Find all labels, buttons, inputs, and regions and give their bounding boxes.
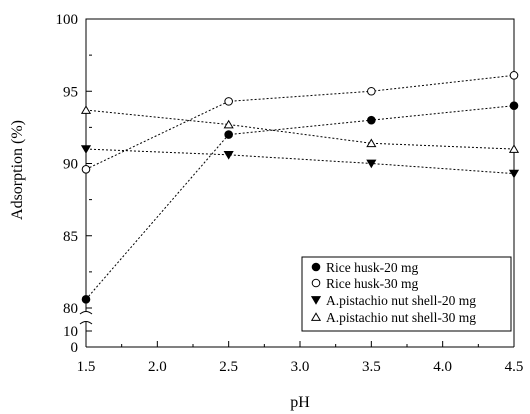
legend-marker-pistachio-20	[310, 296, 322, 305]
y-tick-label: 95	[63, 84, 78, 100]
x-tick-label: 1.5	[77, 359, 96, 375]
x-tick-label: 4.5	[505, 359, 524, 375]
series-4-point	[508, 144, 520, 153]
x-tick-label: 2.5	[219, 359, 238, 375]
series-1	[81, 101, 519, 304]
series-2-line	[85, 74, 515, 170]
legend-marker-shape	[310, 296, 322, 305]
series-3-point	[366, 159, 377, 169]
series-3-line	[85, 148, 515, 175]
legend-marker-rice-husk-20	[311, 262, 321, 272]
series-2-point	[224, 97, 233, 106]
series-1-point	[224, 130, 233, 139]
x-axis-label: pH	[290, 394, 310, 411]
axis-break-mark	[79, 321, 93, 325]
legend-marker-shape	[310, 312, 322, 321]
series-2-point	[367, 86, 376, 96]
series-3	[80, 145, 520, 179]
series-4	[80, 105, 520, 153]
series-1-line	[85, 105, 515, 300]
series-4-point	[223, 119, 234, 129]
x-tick-label: 4.0	[433, 359, 452, 375]
legend-label-pistachio-30: A.pistachio nut shell-30 mg	[326, 310, 476, 325]
y-tick-label: 85	[63, 229, 78, 245]
series-4-point	[80, 105, 92, 114]
series-4-point	[366, 138, 377, 148]
legend-marker-rice-husk-30	[311, 278, 321, 288]
y-tick-label: 0	[71, 340, 79, 356]
x-tick-label: 3.5	[362, 359, 381, 375]
series-4-line	[85, 109, 515, 150]
x-tick-label: 2.0	[148, 359, 167, 375]
series-3-point	[508, 169, 520, 179]
y-tick-label: 80	[63, 301, 78, 317]
legend-entry-rice-husk-20: Rice husk-20 mg	[311, 260, 418, 275]
series-3-point	[80, 145, 92, 154]
legend-label-rice-husk-30: Rice husk-30 mg	[326, 276, 418, 291]
legend-label-rice-husk-20: Rice husk-20 mg	[326, 260, 418, 275]
series-2	[81, 71, 519, 174]
x-tick-label: 3.0	[291, 359, 310, 375]
y-tick-label: 90	[63, 157, 78, 173]
legend-label-pistachio-20: A.pistachio nut shell-20 mg	[326, 293, 476, 308]
legend-box	[301, 256, 512, 332]
series-1-point	[81, 295, 91, 304]
axis-break-mark	[79, 311, 93, 315]
series-1-point	[367, 115, 376, 125]
legend-marker-shape	[311, 262, 321, 272]
legend-entry-pistachio-20: A.pistachio nut shell-20 mg	[310, 293, 476, 308]
y-tick-label: 100	[56, 12, 79, 28]
legend: Rice husk-20 mg Rice husk-30 mg A.pistac…	[301, 256, 512, 332]
legend-marker-shape	[311, 278, 321, 288]
y-axis-label: Adsorption (%)	[9, 120, 26, 220]
y-tick-label: 10	[63, 324, 78, 340]
series-3-point	[223, 150, 234, 160]
data-series	[80, 71, 520, 304]
series-1-point	[509, 101, 519, 110]
tick-marks: 80 85 90 95 100 010 1.5 2.0 2.5 3.0 3.5 4.0 4.5	[56, 12, 524, 375]
series-2-point	[81, 164, 91, 174]
legend-entry-rice-husk-30: Rice husk-30 mg	[311, 276, 418, 291]
series-2-point	[509, 71, 519, 80]
legend-marker-pistachio-30	[310, 312, 322, 321]
legend-entry-pistachio-30: A.pistachio nut shell-30 mg	[310, 310, 476, 325]
